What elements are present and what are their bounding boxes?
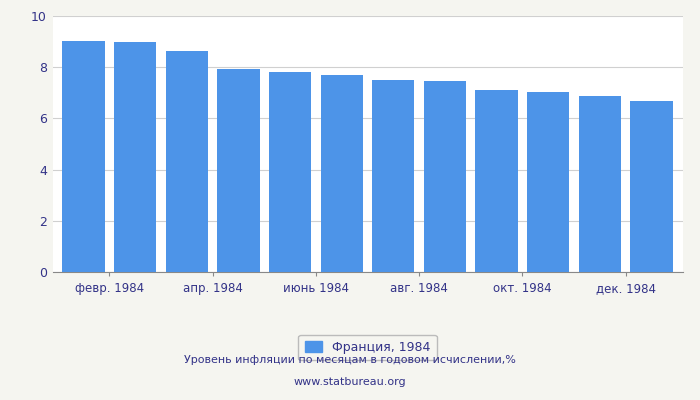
Text: www.statbureau.org: www.statbureau.org <box>294 377 406 387</box>
Bar <box>62 41 105 272</box>
Bar <box>527 92 569 272</box>
Bar <box>372 80 414 272</box>
Bar <box>166 51 208 272</box>
Bar <box>321 75 363 272</box>
Text: Уровень инфляции по месяцам в годовом исчислении,%: Уровень инфляции по месяцам в годовом ис… <box>184 355 516 365</box>
Bar <box>424 81 466 272</box>
Bar <box>579 96 621 272</box>
Bar <box>630 101 673 272</box>
Bar <box>217 69 260 272</box>
Bar <box>114 42 156 272</box>
Legend: Франция, 1984: Франция, 1984 <box>298 334 437 360</box>
Bar <box>269 72 312 272</box>
Bar <box>475 90 518 272</box>
